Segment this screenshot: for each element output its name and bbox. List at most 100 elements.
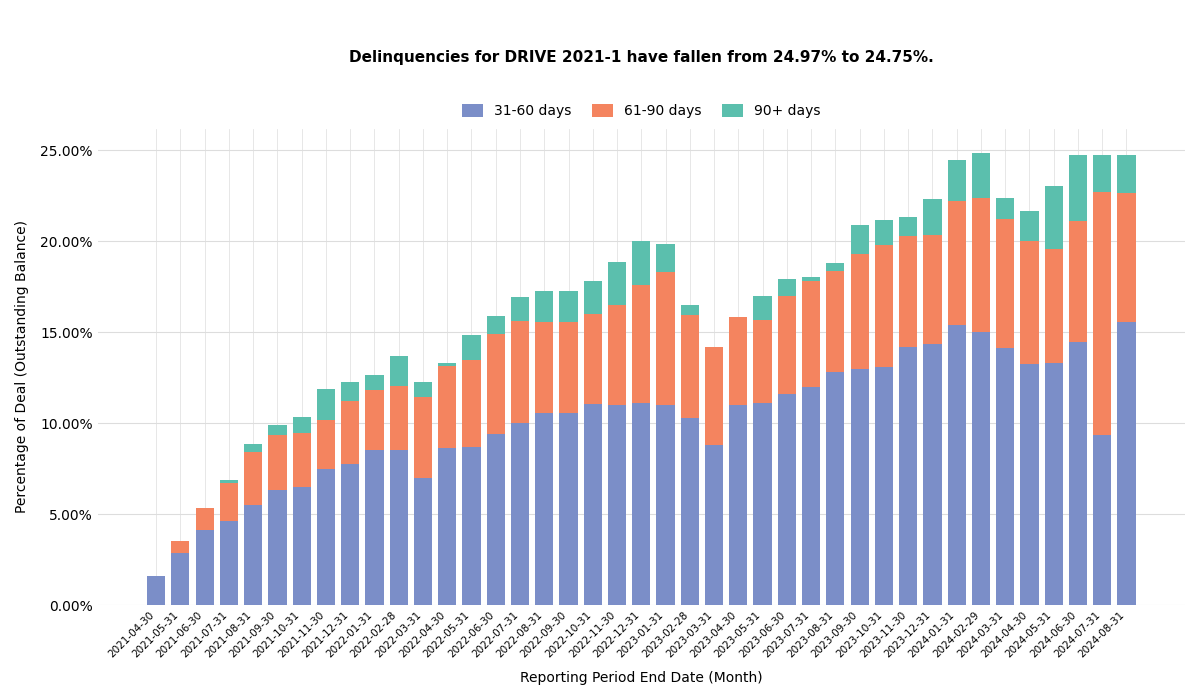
Bar (1117, 193, 1135, 323)
Bar (487, 334, 505, 434)
Bar (656, 272, 674, 405)
Bar (220, 484, 238, 521)
Bar (827, 263, 845, 271)
Bar (341, 464, 359, 606)
Bar (923, 344, 942, 606)
Bar (1069, 155, 1087, 220)
Bar (390, 386, 408, 449)
Bar (996, 348, 1014, 606)
Bar (269, 425, 287, 435)
Bar (608, 405, 626, 606)
X-axis label: Reporting Period End Date (Month): Reporting Period End Date (Month) (520, 671, 763, 685)
Bar (827, 372, 845, 606)
Bar (511, 424, 529, 606)
Bar (948, 202, 966, 325)
Bar (293, 417, 311, 433)
Y-axis label: Percentage of Deal (Outstanding Balance): Percentage of Deal (Outstanding Balance) (14, 220, 29, 514)
Bar (1069, 220, 1087, 342)
Bar (1117, 323, 1135, 606)
Bar (269, 490, 287, 606)
Bar (996, 198, 1014, 218)
Bar (172, 552, 190, 606)
Bar (487, 434, 505, 606)
Bar (608, 305, 626, 405)
Title: Delinquencies for DRIVE 2021-1 have fallen from 24.97% to 24.75%.: Delinquencies for DRIVE 2021-1 have fall… (349, 50, 934, 65)
Bar (244, 505, 263, 606)
Bar (1045, 363, 1063, 606)
Bar (535, 323, 553, 414)
Bar (535, 414, 553, 606)
Bar (754, 320, 772, 403)
Bar (269, 435, 287, 490)
Bar (948, 325, 966, 606)
Bar (559, 290, 577, 323)
Bar (1020, 364, 1038, 606)
Bar (948, 160, 966, 202)
Bar (462, 335, 480, 360)
Bar (754, 296, 772, 320)
Bar (462, 360, 480, 447)
Bar (559, 414, 577, 606)
Bar (802, 281, 821, 387)
Bar (1093, 155, 1111, 192)
Bar (244, 452, 263, 505)
Bar (851, 369, 869, 606)
Bar (608, 262, 626, 305)
Bar (293, 487, 311, 606)
Bar (730, 405, 748, 606)
Bar (996, 218, 1014, 348)
Bar (923, 235, 942, 344)
Bar (899, 347, 917, 606)
Bar (244, 444, 263, 452)
Bar (341, 382, 359, 400)
Bar (802, 387, 821, 606)
Bar (875, 220, 893, 245)
Bar (851, 254, 869, 369)
Bar (972, 332, 990, 606)
Bar (365, 390, 384, 449)
Bar (583, 405, 602, 606)
Bar (148, 576, 166, 606)
Bar (559, 323, 577, 414)
Bar (778, 394, 796, 606)
Bar (851, 225, 869, 254)
Bar (438, 366, 456, 448)
Bar (704, 347, 724, 445)
Bar (172, 540, 190, 552)
Bar (632, 241, 650, 285)
Bar (680, 305, 698, 315)
Bar (462, 447, 480, 606)
Bar (680, 418, 698, 606)
Bar (802, 277, 821, 281)
Bar (875, 367, 893, 606)
Bar (1069, 342, 1087, 606)
Bar (438, 363, 456, 366)
Bar (778, 279, 796, 296)
Bar (730, 317, 748, 405)
Bar (1093, 193, 1111, 435)
Bar (220, 521, 238, 606)
Bar (875, 245, 893, 367)
Bar (632, 403, 650, 606)
Bar (390, 356, 408, 386)
Bar (778, 296, 796, 394)
Bar (317, 420, 335, 469)
Bar (972, 153, 990, 198)
Bar (414, 478, 432, 606)
Bar (899, 217, 917, 236)
Bar (220, 480, 238, 484)
Bar (680, 315, 698, 418)
Bar (438, 448, 456, 606)
Bar (365, 375, 384, 390)
Bar (656, 244, 674, 272)
Bar (1045, 186, 1063, 248)
Bar (899, 236, 917, 347)
Bar (390, 449, 408, 606)
Bar (1020, 241, 1038, 364)
Bar (583, 314, 602, 405)
Bar (293, 433, 311, 487)
Bar (923, 199, 942, 235)
Bar (341, 400, 359, 464)
Bar (583, 281, 602, 314)
Legend: 31-60 days, 61-90 days, 90+ days: 31-60 days, 61-90 days, 90+ days (455, 97, 828, 125)
